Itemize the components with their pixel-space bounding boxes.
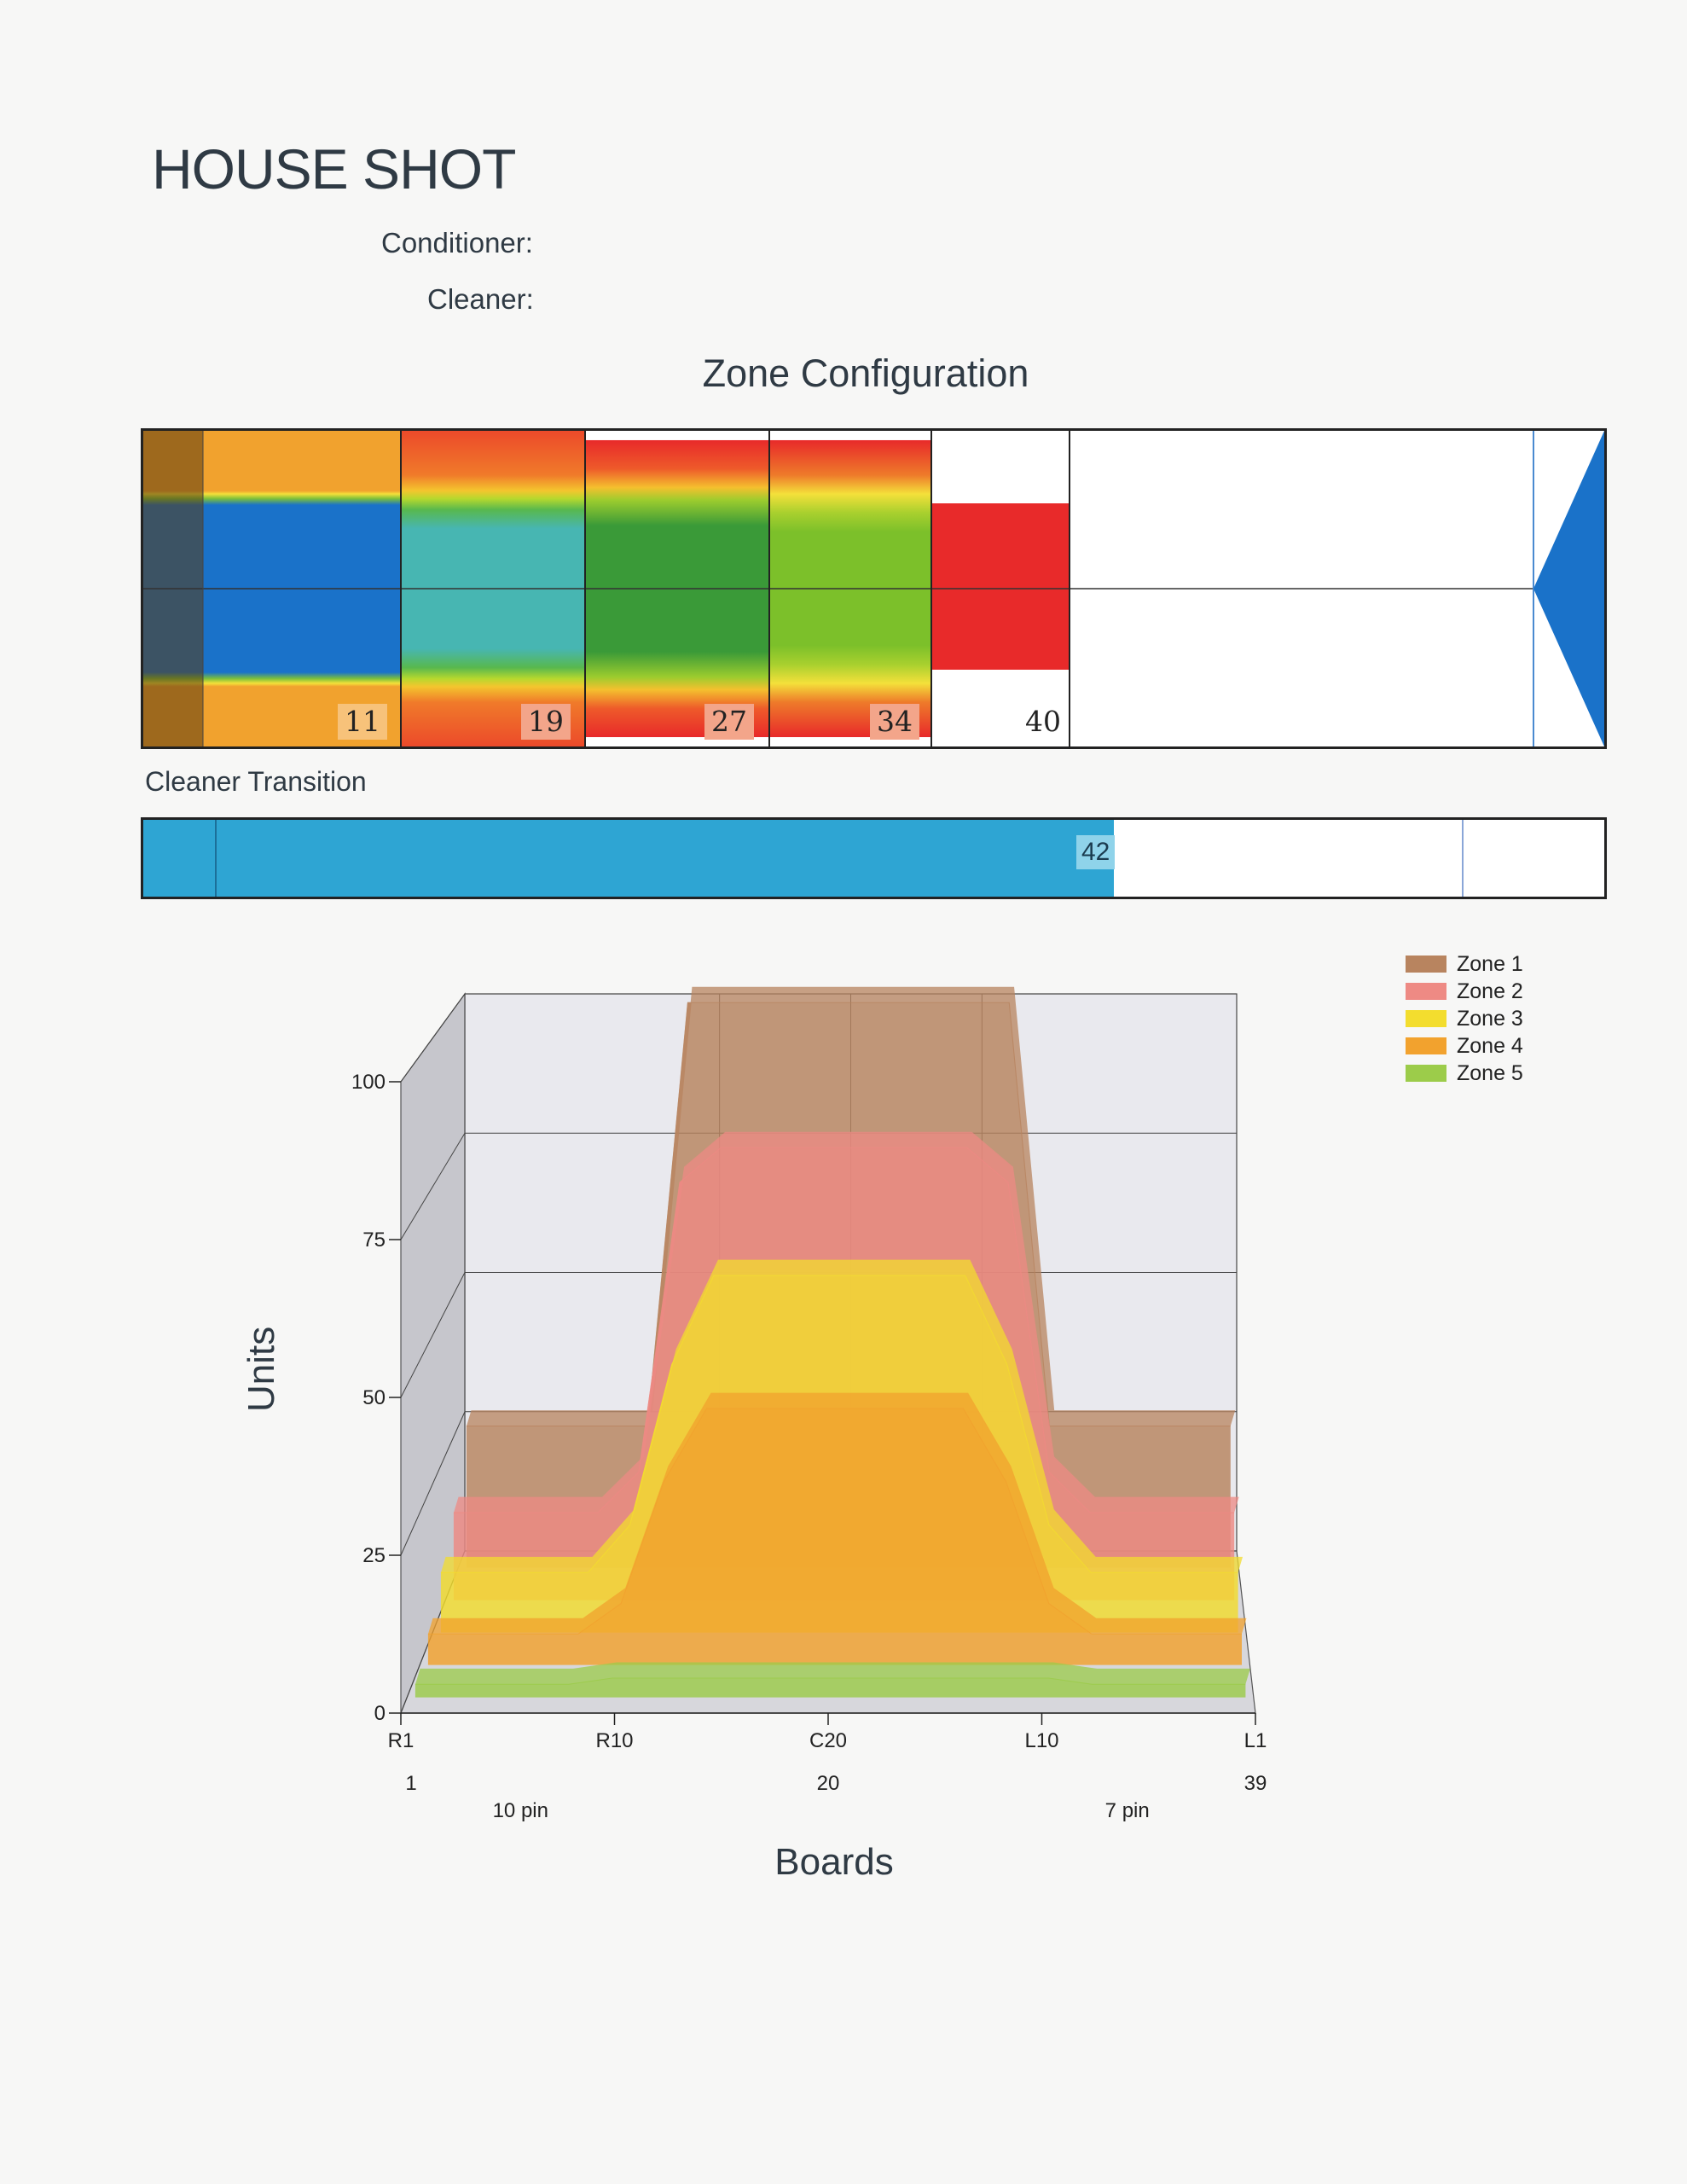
zone-marker-11: 11 xyxy=(338,704,387,740)
y-tick-label: 100 xyxy=(351,1071,386,1094)
zone-configuration-graphic xyxy=(143,431,1604,746)
legend-item: Zone 4 xyxy=(1406,1032,1523,1060)
x-tick-label: C20 xyxy=(809,1729,847,1752)
y-tick-label: 0 xyxy=(374,1702,386,1725)
cleaner-transition-strip: 42 xyxy=(141,817,1607,899)
legend-label: Zone 3 xyxy=(1457,1006,1523,1031)
gridline-side xyxy=(400,1272,466,1398)
y-tick-label: 50 xyxy=(362,1386,386,1409)
gridline-side xyxy=(400,1132,466,1240)
cleaner-transition-label: Cleaner Transition xyxy=(145,766,367,797)
x-tick-label: R10 xyxy=(595,1729,633,1752)
zone-configuration-strip: 11 19 27 34 40 xyxy=(141,428,1607,749)
oil-pattern-3d-chart: 0 25 50 75 100 R1 R10 C20 L10 L1 1 20 39 10 pin 7 pin xyxy=(351,986,1267,1822)
legend-label: Zone 1 xyxy=(1457,951,1523,976)
legend-item: Zone 2 xyxy=(1406,978,1523,1005)
conditioner-label: Conditioner: xyxy=(381,227,533,258)
y-tick-label: 25 xyxy=(362,1544,386,1567)
x-board-number: 1 xyxy=(405,1772,416,1795)
cleaner-label: Cleaner: xyxy=(427,283,534,315)
zone-marker-27: 27 xyxy=(704,704,754,740)
zone-marker-34: 34 xyxy=(870,704,919,740)
legend-swatch xyxy=(1406,1065,1446,1082)
legend-swatch xyxy=(1406,956,1446,973)
series-area-5 xyxy=(415,1677,1246,1698)
zone-configuration-title: Zone Configuration xyxy=(702,351,1029,395)
series-area-4 xyxy=(427,1408,1243,1665)
legend-item: Zone 1 xyxy=(1406,950,1523,978)
y-tick-label: 75 xyxy=(362,1228,386,1252)
x-board-number: 20 xyxy=(817,1772,840,1795)
x-axis-title: Boards xyxy=(774,1841,894,1883)
transition-pin-line xyxy=(1462,820,1464,897)
x-pin-label: 7 pin xyxy=(1105,1799,1150,1822)
x-tick-label: L10 xyxy=(1024,1729,1058,1752)
cleaner-transition-marker: 42 xyxy=(1076,835,1116,869)
page-title: HOUSE SHOT xyxy=(152,137,516,200)
legend-swatch xyxy=(1406,1010,1446,1027)
cleaner-transition-fill xyxy=(143,820,1114,897)
legend-swatch xyxy=(1406,1037,1446,1054)
legend-label: Zone 5 xyxy=(1457,1060,1523,1085)
legend-label: Zone 4 xyxy=(1457,1033,1523,1058)
x-tick-label: L1 xyxy=(1244,1729,1267,1752)
gridline-side xyxy=(400,1411,466,1556)
legend-label: Zone 2 xyxy=(1457,979,1523,1003)
zone-marker-40: 40 xyxy=(1018,704,1068,740)
chart-legend: Zone 1 Zone 2 Zone 3 Zone 4 Zone 5 xyxy=(1406,950,1523,1087)
transition-divider xyxy=(215,820,217,897)
legend-swatch xyxy=(1406,983,1446,1000)
legend-item: Zone 5 xyxy=(1406,1060,1523,1087)
pin-deck-triangle xyxy=(1533,431,1604,746)
x-tick-label: R1 xyxy=(388,1729,415,1752)
x-board-number: 39 xyxy=(1244,1772,1267,1795)
gridline-side xyxy=(400,993,466,1083)
y-axis-title: Units xyxy=(241,1326,282,1412)
legend-item: Zone 3 xyxy=(1406,1005,1523,1032)
x-pin-label: 10 pin xyxy=(493,1799,548,1822)
zone-marker-19: 19 xyxy=(521,704,571,740)
